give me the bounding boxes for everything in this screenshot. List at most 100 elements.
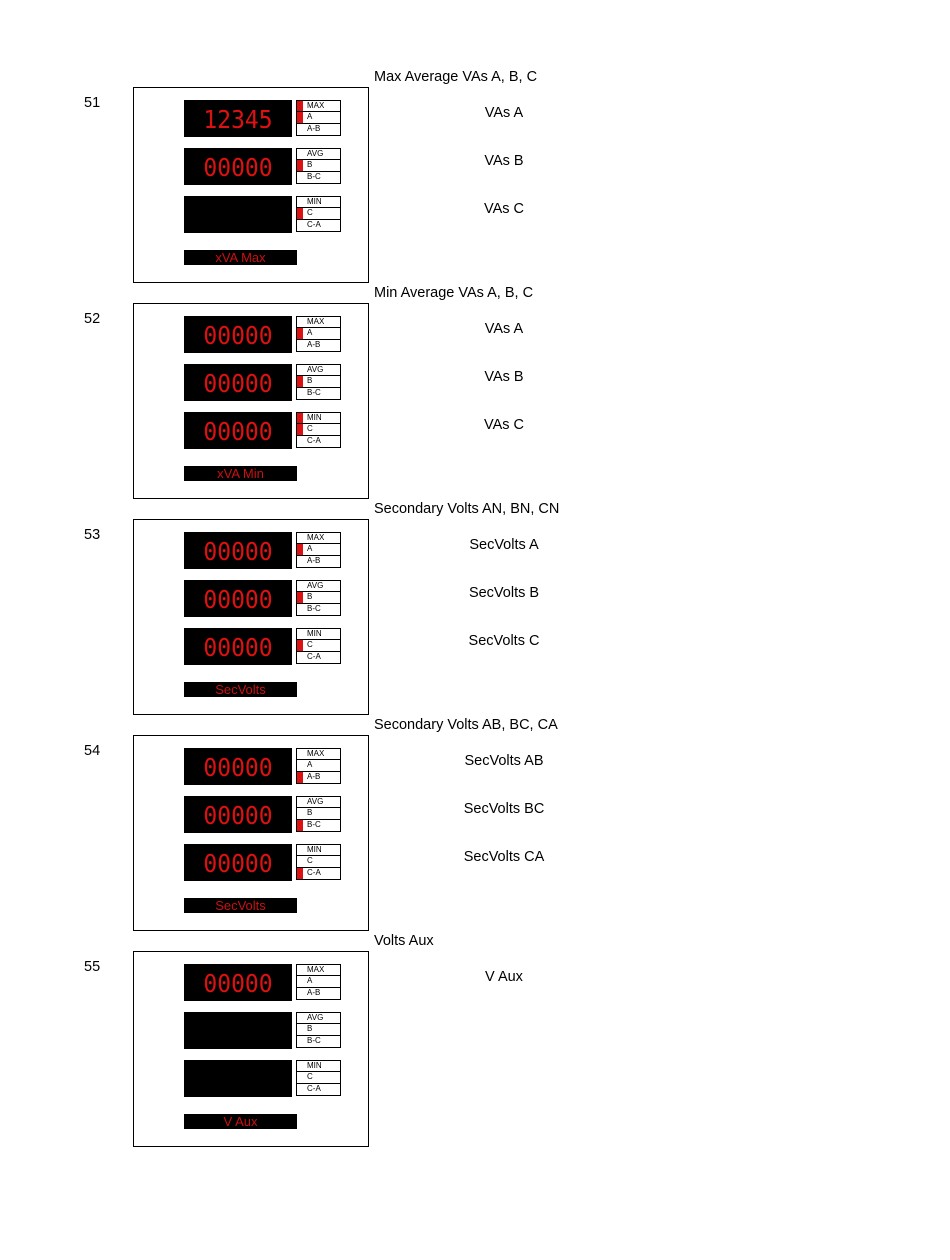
indicator-label: B: [307, 1024, 313, 1034]
value-description: VAs B: [484, 369, 524, 385]
meter-panel: 00000 MAX A A-B 00000 AVG B B-C 00000 MIN C C-A SecV…: [133, 735, 369, 931]
indicator-label: MIN: [307, 413, 322, 422]
led-display: 00000: [184, 412, 292, 449]
indicator-led-mark: [297, 208, 303, 219]
indicator-box: MAX A A-B: [296, 532, 341, 568]
indicator-row: C-A: [297, 867, 340, 879]
indicator-row: MIN: [297, 629, 340, 641]
indicator-label: MAX: [307, 533, 325, 542]
meter-panel: 00000 MAX A A-B AVG B B-C MIN C C-A V Aux: [133, 951, 369, 1147]
indicator-row: B: [297, 160, 340, 172]
indicator-row: A-B: [297, 124, 340, 135]
indicator-box: AVG B B-C: [296, 796, 341, 832]
value-description: SecVolts C: [468, 633, 540, 649]
indicator-label: A: [307, 328, 313, 338]
indicator-led-mark: [297, 544, 303, 555]
value-description: SecVolts A: [469, 537, 539, 553]
led-display: 00000: [184, 796, 292, 833]
indicator-row: AVG: [297, 581, 340, 593]
indicator-label: A: [307, 112, 313, 122]
led-display: 00000: [184, 364, 292, 401]
indicator-box: AVG B B-C: [296, 148, 341, 184]
indicator-label: AVG: [307, 149, 324, 158]
indicator-label: B-C: [307, 603, 321, 613]
meter-panel: 12345 MAX A A-B 00000 AVG B B-C MIN C C-A xVA Max: [133, 87, 369, 283]
indicator-label: AVG: [307, 797, 324, 806]
indicator-led-mark: [297, 592, 303, 603]
indicator-label: MIN: [307, 845, 322, 854]
indicator-led-mark: [297, 112, 303, 123]
indicator-row: A: [297, 760, 340, 772]
indicator-row: A-B: [297, 556, 340, 567]
section-title: Max Average VAs A, B, C: [374, 69, 538, 85]
value-description: VAs A: [484, 321, 524, 337]
indicator-box: MAX A A-B: [296, 100, 341, 136]
section-number: 51: [84, 95, 101, 111]
section-number: 55: [84, 959, 101, 975]
section-number: 52: [84, 311, 101, 327]
panel-label: SecVolts: [184, 898, 297, 913]
indicator-row: C: [297, 424, 340, 436]
led-display: 00000: [184, 844, 292, 881]
panel-label: xVA Max: [184, 250, 297, 265]
meter-panel: 00000 MAX A A-B 00000 AVG B B-C 00000 MIN C C-A xVA …: [133, 303, 369, 499]
indicator-led-mark: [297, 328, 303, 339]
led-digits: 00000: [203, 969, 273, 998]
indicator-label: B: [307, 808, 313, 818]
indicator-row: B: [297, 376, 340, 388]
indicator-row: C: [297, 208, 340, 220]
indicator-row: MAX: [297, 101, 340, 113]
indicator-label: B-C: [307, 387, 321, 397]
indicator-label: C: [307, 208, 313, 218]
section-title: Secondary Volts AN, BN, CN: [374, 501, 560, 517]
indicator-label: C: [307, 1072, 313, 1082]
indicator-box: MIN C C-A: [296, 412, 341, 448]
led-display: [184, 1060, 292, 1097]
indicator-row: A: [297, 112, 340, 124]
value-description: VAs C: [483, 201, 525, 217]
indicator-label: MIN: [307, 197, 322, 206]
indicator-row: C-A: [297, 1084, 340, 1095]
panel-label: SecVolts: [184, 682, 297, 697]
indicator-box: AVG B B-C: [296, 364, 341, 400]
indicator-label: MIN: [307, 1061, 322, 1070]
indicator-row: AVG: [297, 1013, 340, 1025]
value-description: VAs C: [483, 417, 525, 433]
value-description: VAs A: [484, 105, 524, 121]
indicator-led-mark: [297, 819, 303, 831]
section-title: Min Average VAs A, B, C: [374, 285, 534, 301]
led-display: 12345: [184, 100, 292, 137]
indicator-label: C: [307, 640, 313, 650]
indicator-row: C-A: [297, 436, 340, 447]
indicator-row: MAX: [297, 317, 340, 329]
indicator-row: B-C: [297, 604, 340, 615]
indicator-label: AVG: [307, 581, 324, 590]
indicator-label: A: [307, 544, 313, 554]
led-display: [184, 196, 292, 233]
value-description: SecVolts CA: [463, 849, 545, 865]
indicator-row: B: [297, 1024, 340, 1036]
indicator-box: MIN C C-A: [296, 1060, 341, 1096]
led-digits: 00000: [203, 633, 273, 662]
indicator-box: MAX A A-B: [296, 748, 341, 784]
indicator-row: A: [297, 328, 340, 340]
indicator-label: C-A: [307, 435, 321, 445]
indicator-row: B-C: [297, 819, 340, 831]
indicator-row: A: [297, 976, 340, 988]
indicator-label: A-B: [307, 339, 321, 349]
indicator-row: C: [297, 1072, 340, 1084]
indicator-box: MIN C C-A: [296, 844, 341, 880]
section-title: Volts Aux: [374, 933, 434, 949]
indicator-box: MAX A A-B: [296, 316, 341, 352]
indicator-label: C: [307, 856, 313, 866]
indicator-led-mark: [297, 424, 303, 435]
indicator-box: AVG B B-C: [296, 580, 341, 616]
indicator-label: B: [307, 376, 313, 386]
led-digits: 00000: [203, 849, 273, 878]
indicator-row: MAX: [297, 749, 340, 761]
indicator-row: B-C: [297, 1036, 340, 1047]
meter-panel: 00000 MAX A A-B 00000 AVG B B-C 00000 MIN C C-A SecV…: [133, 519, 369, 715]
indicator-label: B: [307, 592, 313, 602]
led-display: 00000: [184, 580, 292, 617]
led-display: 00000: [184, 316, 292, 353]
